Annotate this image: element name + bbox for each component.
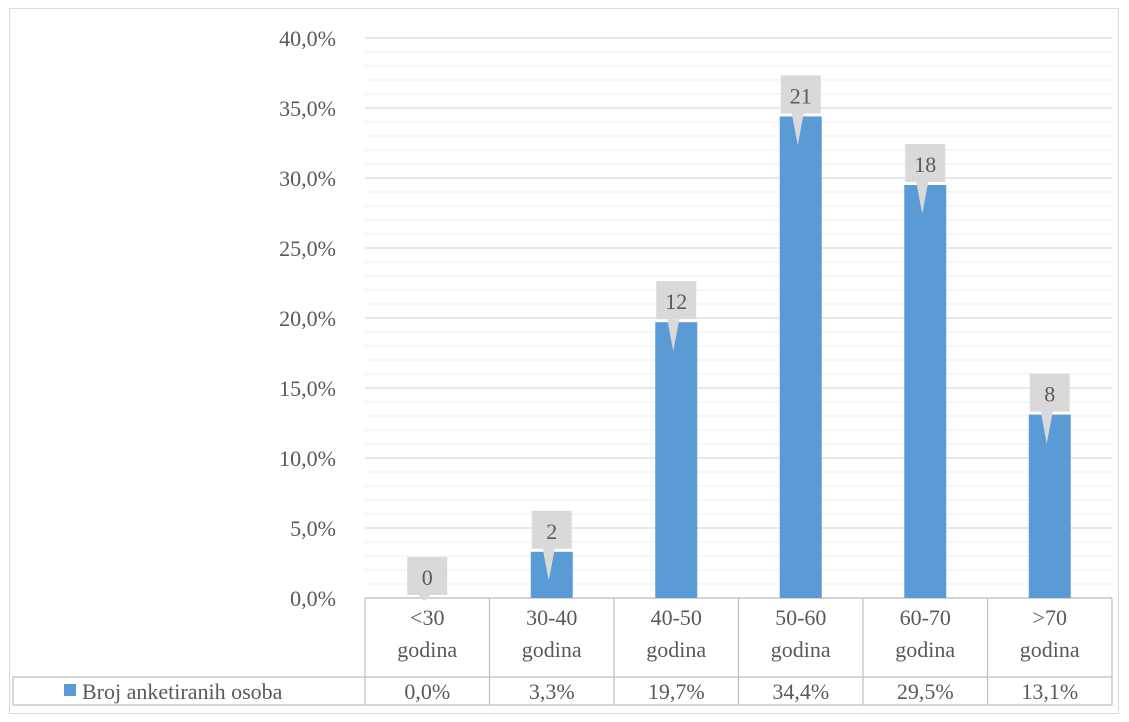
x-category-label: 50-60 (775, 605, 826, 630)
data-label-box (656, 281, 697, 320)
y-tick-label: 35,0% (279, 96, 336, 121)
table-value-cell: 34,4% (772, 679, 829, 704)
data-label-pointer (542, 548, 555, 581)
x-category-label-line2: godina (646, 637, 706, 662)
x-category-label-line2: godina (522, 637, 582, 662)
x-category-label-line2: godina (771, 637, 831, 662)
data-label: 12 (665, 289, 687, 314)
y-tick-label: 20,0% (279, 306, 336, 331)
x-category-label-line2: godina (397, 637, 457, 662)
data-label-box (531, 510, 572, 549)
data-label: 21 (790, 83, 812, 108)
y-tick-label: 25,0% (279, 236, 336, 261)
y-tick-label: 10,0% (279, 446, 336, 471)
x-category-label-line2: godina (895, 637, 955, 662)
data-label-pointer (916, 182, 929, 214)
x-category-label: 60-70 (900, 605, 951, 630)
y-tick-label: 0,0% (290, 586, 336, 611)
data-label-pointer (791, 113, 804, 146)
x-category-label-line2: godina (1020, 637, 1080, 662)
x-category-label: <30 (410, 605, 444, 630)
table-value-cell: 3,3% (529, 679, 575, 704)
x-category-label: 40-50 (651, 605, 702, 630)
x-category-label: >70 (1033, 605, 1067, 630)
data-label-pointer (667, 319, 680, 352)
data-label: 18 (914, 152, 936, 177)
table-value-cell: 0,0% (404, 679, 450, 704)
data-label-box (407, 557, 448, 595)
data-label-pointer (418, 595, 431, 601)
table-value-cell: 29,5% (897, 679, 954, 704)
bar (779, 116, 822, 599)
table-value-cell: 13,1% (1021, 679, 1078, 704)
data-label: 0 (422, 565, 433, 590)
data-label-box (1029, 373, 1070, 412)
data-label-pointer (1040, 411, 1053, 444)
data-label: 2 (546, 519, 557, 544)
y-tick-label: 5,0% (290, 516, 336, 541)
data-label-box (780, 75, 821, 114)
data-label: 8 (1044, 382, 1055, 407)
bar (655, 322, 698, 598)
bar (1028, 414, 1071, 598)
y-tick-label: 30,0% (279, 166, 336, 191)
y-tick-label: 15,0% (279, 376, 336, 401)
x-category-label: 30-40 (526, 605, 577, 630)
table-value-cell: 19,7% (648, 679, 705, 704)
legend-swatch (64, 684, 76, 696)
legend-series-name: Broj anketiranih osoba (82, 679, 283, 704)
bar (904, 185, 947, 598)
y-tick-label: 40,0% (279, 26, 336, 51)
data-label-box (905, 144, 946, 182)
